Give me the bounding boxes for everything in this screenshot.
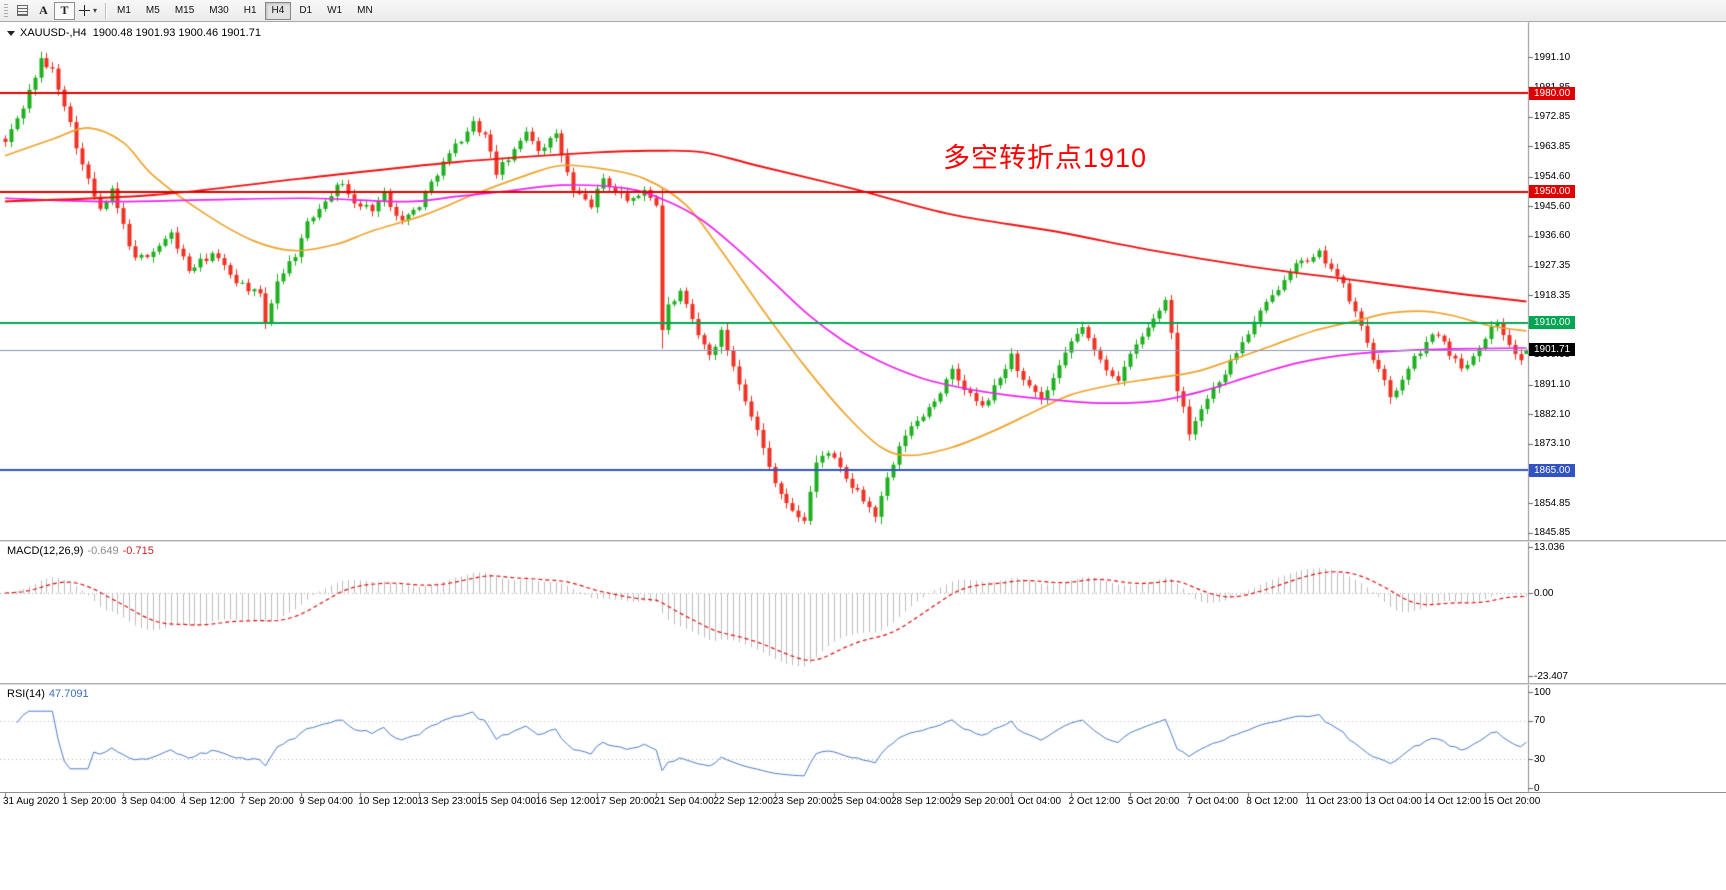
- time-axis-label: 13 Oct 04:00: [1364, 796, 1422, 807]
- draw-tool-dropdown[interactable]: ▾: [75, 2, 101, 20]
- time-axis-border: [0, 792, 1726, 793]
- rsi-value: 47.7091: [48, 688, 89, 700]
- time-axis-label: 14 Oct 12:00: [1423, 796, 1482, 807]
- toolbar-separator: [105, 2, 107, 19]
- hline-price-badge-1950: 1950.00: [1529, 185, 1576, 199]
- time-axis-label: 17 Sep 20:00: [595, 796, 655, 807]
- timeframe-button-m30[interactable]: M30: [209, 5, 229, 16]
- list-icon: [17, 5, 28, 16]
- timeframe-button-d1[interactable]: D1: [299, 5, 313, 16]
- time-axis-label: 1 Sep 20:00: [62, 796, 117, 807]
- time-axis-label: 25 Sep 04:00: [831, 796, 892, 807]
- panel-separator[interactable]: [0, 683, 1726, 685]
- timeframe-button-m5[interactable]: M5: [145, 5, 160, 16]
- macd-scale-max-label: 13.036: [1534, 541, 1565, 553]
- toolbar: A T ▾ M1 M5 M15 M30 H1 H4 D1 W1 MN: [0, 0, 1726, 22]
- symbol-ohlc-text: XAUUSD-,H4 1900.48 1901.93 1900.46 1901.…: [20, 27, 261, 39]
- rsi-indicator-label: RSI(14) 47.7091: [7, 688, 89, 700]
- price-scale-tick: 1854.85: [1534, 497, 1571, 509]
- hline-price-badge-1910: 1910.00: [1529, 316, 1576, 330]
- price-scale-tick: 1927.35: [1534, 260, 1571, 272]
- timeframe-button-m15[interactable]: M15: [174, 5, 195, 16]
- price-scale-tick: 1963.85: [1534, 140, 1571, 152]
- time-axis-label: 28 Sep 12:00: [891, 796, 951, 807]
- rsi-name: RSI(14): [7, 688, 45, 700]
- time-axis-label: 16 Sep 12:00: [535, 796, 596, 807]
- time-axis-label: 5 Oct 20:00: [1127, 796, 1180, 807]
- timeframe-button-w1[interactable]: W1: [327, 5, 343, 16]
- price-scale-tick: 1972.85: [1534, 111, 1571, 123]
- panel-separator[interactable]: [0, 540, 1726, 542]
- price-scale-tick: 1891.10: [1534, 379, 1571, 391]
- price-scale-tick: 1954.60: [1534, 171, 1571, 183]
- chart-annotation-text[interactable]: 多空转折点1910: [943, 143, 1148, 173]
- macd-main-value: -0.649: [87, 545, 119, 557]
- text-tool-button[interactable]: A: [39, 3, 48, 17]
- macd-signal-value: -0.715: [122, 545, 154, 557]
- timeframe-group: M1 M5 M15 M30 H1 H4 D1 W1 MN: [110, 1, 381, 20]
- time-axis-label: 31 Aug 2020: [3, 796, 60, 807]
- price-scale-tick: 1945.60: [1534, 200, 1571, 212]
- time-axis-label: 21 Sep 04:00: [654, 796, 714, 807]
- time-axis-label: 3 Sep 04:00: [121, 796, 176, 807]
- timeframe-button-m1[interactable]: M1: [117, 5, 131, 16]
- timeframe-button-h4[interactable]: H4: [264, 1, 292, 20]
- rsi-scale-label-30: 30: [1534, 753, 1546, 765]
- time-axis-label: 29 Sep 20:00: [950, 796, 1010, 807]
- timeframe-button-mn[interactable]: MN: [357, 5, 373, 16]
- macd-scale-zero-label: 0.00: [1534, 587, 1554, 599]
- symbol-info: XAUUSD-,H4 1900.48 1901.93 1900.46 1901.…: [7, 27, 261, 39]
- price-scale-tick: 1936.60: [1534, 230, 1571, 242]
- time-axis-label: 1 Oct 04:00: [1009, 796, 1062, 807]
- rsi-scale-label-0: 0: [1534, 782, 1540, 794]
- time-axis-label: 2 Oct 12:00: [1068, 796, 1121, 807]
- toolbar-grip[interactable]: [4, 3, 8, 18]
- rsi-scale-label-100: 100: [1534, 686, 1551, 698]
- time-axis-label: 15 Oct 20:00: [1483, 796, 1541, 807]
- hline-price-badge-1865: 1865.00: [1529, 463, 1576, 477]
- time-axis-label: 10 Sep 12:00: [358, 796, 418, 807]
- time-axis-label: 23 Sep 20:00: [772, 796, 833, 807]
- time-axis-label: 9 Sep 04:00: [299, 796, 353, 807]
- price-scale-tick: 1918.35: [1534, 289, 1571, 301]
- time-axis-label: 4 Sep 12:00: [180, 796, 235, 807]
- timeframe-button-h1[interactable]: H1: [243, 5, 257, 16]
- time-axis-label: 8 Oct 12:00: [1246, 796, 1298, 807]
- symbol-menu-icon: [7, 30, 15, 36]
- chart-list-button[interactable]: [12, 2, 33, 20]
- price-scale-tick: 1991.10: [1534, 51, 1571, 63]
- price-scale-tick: 1845.85: [1534, 527, 1571, 539]
- rsi-scale-label-70: 70: [1534, 715, 1546, 727]
- price-scale-tick: 1882.10: [1534, 408, 1571, 420]
- bid-price-badge: 1901.71: [1529, 343, 1576, 357]
- crosshair-icon: [79, 5, 90, 16]
- time-axis-label: 11 Oct 23:00: [1305, 796, 1362, 807]
- time-axis-label: 7 Oct 04:00: [1187, 796, 1239, 807]
- time-axis-label: 7 Sep 20:00: [239, 796, 294, 807]
- macd-name: MACD(12,26,9): [7, 545, 84, 557]
- time-axis-label: 15 Sep 04:00: [476, 796, 537, 807]
- time-axis-label: 13 Sep 23:00: [417, 796, 477, 807]
- price-scale-tick: 1873.10: [1534, 438, 1571, 450]
- time-axis-label: 22 Sep 12:00: [713, 796, 773, 807]
- macd-scale-min-label: -23.407: [1534, 670, 1568, 682]
- hline-price-badge-1980: 1980.00: [1529, 86, 1576, 100]
- macd-indicator-label: MACD(12,26,9) -0.649 -0.715: [7, 545, 154, 557]
- chevron-down-icon: ▾: [93, 6, 98, 15]
- text-box-tool-button[interactable]: T: [54, 1, 75, 20]
